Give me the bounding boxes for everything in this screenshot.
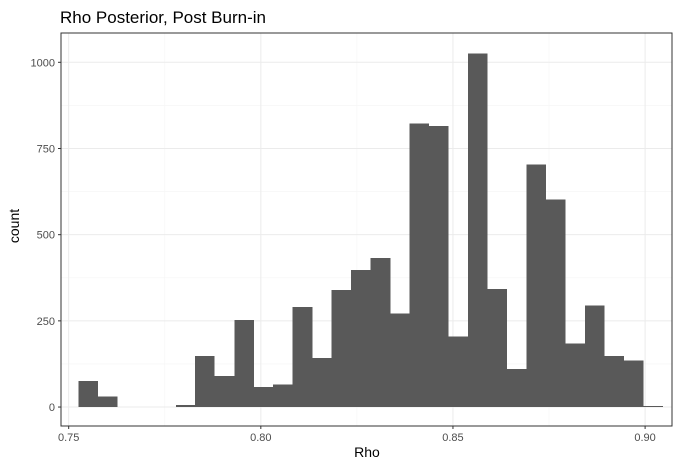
histogram-bar (604, 356, 624, 408)
histogram-bar (623, 360, 644, 408)
histogram-bar (331, 289, 352, 408)
histogram-bar (507, 369, 527, 408)
histogram-bar (429, 126, 449, 408)
y-axis-label: count (6, 209, 22, 243)
y-tick-label: 250 (37, 316, 55, 328)
histogram-bar (467, 53, 488, 408)
histogram-bar (585, 305, 605, 408)
histogram-bar (78, 381, 98, 408)
y-axis-ticks: 0 250 500 750 1000 (31, 57, 61, 414)
histogram-bar (448, 336, 468, 408)
x-axis-ticks: 0.75 0.80 0.85 0.90 (58, 426, 656, 444)
histogram-bar (487, 289, 508, 408)
histogram-bar (390, 313, 410, 408)
histogram-bar (565, 343, 586, 408)
x-tick-label: 0.85 (442, 432, 463, 444)
histogram-bar (545, 199, 566, 408)
y-tick-label: 500 (37, 230, 55, 242)
histogram-bar (312, 358, 332, 408)
y-tick-label: 750 (37, 143, 55, 155)
histogram-bar (351, 269, 371, 408)
panel-border (60, 32, 673, 427)
y-tick-label: 1000 (31, 57, 55, 69)
x-tick-label: 0.90 (634, 432, 655, 444)
histogram-bar (214, 376, 235, 408)
histogram-bar (370, 258, 391, 408)
x-tick-label: 0.75 (58, 432, 79, 444)
histogram-bar (234, 320, 254, 408)
histogram-bar (253, 387, 274, 408)
histogram-bar (292, 307, 313, 408)
histogram-bar (273, 384, 293, 408)
histogram-bar (175, 404, 196, 408)
histogram-bar (526, 164, 546, 408)
histogram-bar (409, 123, 430, 408)
histogram-bar (195, 356, 215, 408)
histogram-bars (78, 53, 664, 408)
x-tick-label: 0.80 (250, 432, 271, 444)
histogram-bar (643, 406, 664, 408)
y-tick-label: 0 (49, 402, 55, 414)
chart-title: Rho Posterior, Post Burn-in (60, 8, 266, 27)
histogram-bar (97, 396, 118, 408)
x-axis-label: Rho (354, 444, 380, 460)
